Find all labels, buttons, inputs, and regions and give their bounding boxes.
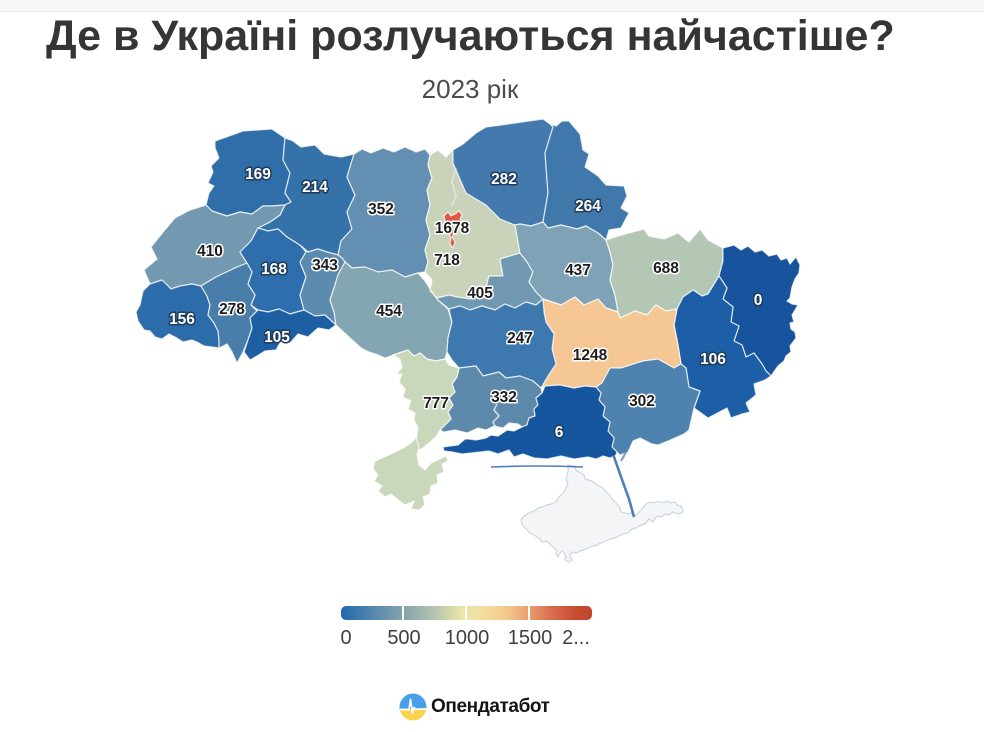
svg-text:156: 156: [169, 311, 195, 328]
svg-text:332: 332: [491, 389, 517, 406]
svg-text:0: 0: [754, 292, 763, 309]
svg-text:105: 105: [264, 329, 290, 346]
svg-text:410: 410: [197, 243, 223, 260]
svg-text:352: 352: [368, 201, 394, 218]
svg-text:1248: 1248: [573, 347, 608, 364]
svg-text:405: 405: [467, 285, 493, 302]
svg-text:1678: 1678: [435, 220, 470, 237]
svg-text:688: 688: [653, 260, 679, 277]
svg-text:278: 278: [219, 301, 245, 318]
svg-text:168: 168: [261, 261, 287, 278]
svg-text:264: 264: [575, 198, 601, 215]
svg-text:777: 777: [423, 395, 449, 412]
svg-text:6: 6: [555, 424, 564, 441]
svg-text:106: 106: [700, 351, 726, 368]
svg-text:282: 282: [491, 171, 517, 188]
svg-text:437: 437: [565, 262, 591, 279]
svg-text:214: 214: [302, 179, 328, 196]
svg-text:343: 343: [312, 257, 338, 274]
svg-text:247: 247: [507, 330, 533, 347]
svg-text:169: 169: [245, 166, 271, 183]
svg-text:718: 718: [434, 252, 460, 269]
svg-text:302: 302: [629, 393, 655, 410]
svg-text:454: 454: [376, 303, 402, 320]
